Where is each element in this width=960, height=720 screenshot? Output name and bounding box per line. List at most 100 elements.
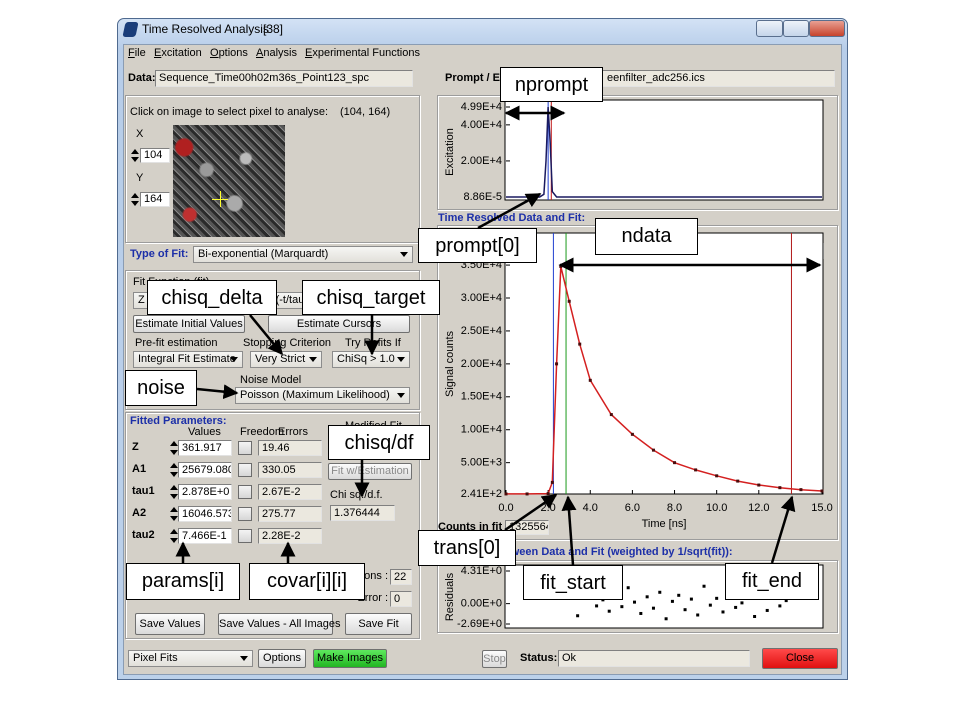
y-field[interactable]: 164 [140, 192, 170, 207]
param-error: 275.77 [258, 506, 322, 522]
data-point [673, 461, 677, 465]
y-tick-label: 4.00E+4 [461, 119, 502, 131]
residuals-group [437, 560, 838, 633]
y-tick-label: 2.50E+4 [461, 325, 502, 337]
annotation: fit_end [725, 563, 819, 600]
data-point [578, 342, 582, 346]
residual-point [626, 586, 630, 590]
param-spinner[interactable] [170, 440, 178, 456]
menu-item[interactable]: File [128, 47, 146, 59]
param-spinner[interactable] [170, 506, 178, 522]
data-label: Data: [128, 72, 156, 84]
residual-point [651, 606, 655, 610]
data-point [694, 468, 698, 472]
estimate-initial-button[interactable]: Estimate Initial Values [133, 315, 245, 333]
x-spinner[interactable] [131, 148, 139, 163]
y-tick-label: -2.69E+0 [457, 618, 502, 630]
mode-select[interactable]: Pixel Fits [128, 650, 253, 667]
x-tick-label: 4.0 [583, 502, 598, 514]
close-button[interactable]: Close [762, 648, 838, 669]
param-free-checkbox[interactable] [238, 485, 252, 499]
y-tick-label: 1.00E+4 [461, 424, 502, 436]
param-error: 2.28E-2 [258, 528, 322, 544]
param-spinner[interactable] [170, 528, 178, 544]
param-free-checkbox[interactable] [238, 529, 252, 543]
residual-point [670, 599, 674, 603]
param-value[interactable]: 25679.080 [178, 462, 232, 478]
y-tick-label: 5.00E+3 [461, 457, 502, 469]
stop-button[interactable]: Stop [482, 650, 507, 668]
param-value[interactable]: 7.466E-1 [178, 528, 232, 544]
make-images-button[interactable]: Make Images [313, 649, 387, 668]
data-point [778, 486, 782, 490]
annotation: ndata [595, 218, 698, 255]
y-axis-label: Excitation [444, 128, 456, 176]
save-fit-button[interactable]: Save Fit [345, 613, 412, 635]
data-point [757, 483, 761, 487]
window-number: [38] [263, 22, 284, 36]
param-spinner[interactable] [170, 462, 178, 478]
residual-point [765, 608, 769, 612]
x-label: X [136, 128, 144, 140]
window-title: Time Resolved Analysis [142, 22, 269, 36]
menu-item[interactable]: Experimental Functions [305, 47, 420, 59]
fit-type[interactable]: Bi-exponential (Marquardt) [193, 246, 413, 263]
prompt-file[interactable]: eenfilter_adc256.ics [530, 70, 835, 87]
fit-settings-group [125, 270, 420, 410]
param-name: A1 [132, 463, 147, 475]
image-group [125, 95, 420, 243]
stopping-select[interactable]: Very Strict [250, 351, 322, 368]
y-tick-label: 4.31E+0 [461, 565, 502, 577]
x-field[interactable]: 104 [140, 148, 170, 163]
param-value[interactable]: 2.878E+0 [178, 484, 232, 500]
param-value[interactable]: 16046.573 [178, 506, 232, 522]
data-point [715, 474, 719, 478]
arrow [196, 384, 239, 400]
y-tick-label: 2.00E+4 [461, 358, 502, 370]
y-tick-label: 4.99E+4 [461, 101, 502, 113]
pixel-image[interactable] [173, 125, 285, 237]
residual-point [734, 605, 738, 609]
residual-point [607, 609, 611, 613]
y-spinner[interactable] [131, 192, 139, 207]
param-free-checkbox[interactable] [238, 507, 252, 521]
arrow [477, 192, 542, 230]
menu-item[interactable]: Options [210, 47, 248, 59]
menu-item[interactable]: Analysis [256, 47, 297, 59]
param-spinner[interactable] [170, 484, 178, 500]
noise-select[interactable]: Poisson (Maximum Likelihood) [235, 387, 410, 404]
annotation: fit_start [523, 565, 623, 600]
prefit-label: Pre-fit estimation [135, 337, 218, 349]
arrow [504, 493, 558, 532]
save-values-button[interactable]: Save Values [135, 613, 205, 635]
y-tick-label: 2.00E+4 [461, 155, 502, 167]
param-value[interactable]: 361.917 [178, 440, 232, 456]
minimize-button[interactable] [756, 20, 783, 37]
annotation: trans[0] [418, 530, 516, 566]
maximize-button[interactable] [783, 20, 809, 37]
data-point [546, 492, 550, 496]
save-all-button[interactable]: Save Values - All Images [218, 613, 340, 635]
y-axis-label: Signal counts [444, 330, 456, 397]
param-free-checkbox[interactable] [238, 441, 252, 455]
data-point [550, 480, 554, 484]
x-tick-label: 6.0 [625, 502, 640, 514]
fit-estimation-button[interactable]: Fit w/Estimation [328, 463, 412, 480]
residual-point [784, 599, 788, 603]
param-free-checkbox[interactable] [238, 463, 252, 477]
crosshair-v [220, 191, 221, 207]
options-button[interactable]: Options [258, 649, 306, 668]
param-error: 330.05 [258, 462, 322, 478]
error-field: 0 [390, 591, 412, 607]
column-header: Freedom [240, 426, 285, 438]
status-label: Status: [520, 652, 558, 664]
menu-item[interactable]: Excitation [154, 47, 202, 59]
prefit-select[interactable]: Integral Fit Estimate [133, 351, 243, 368]
close-window-button[interactable] [809, 20, 845, 37]
iterations-field: 22 [390, 569, 412, 585]
data-point [630, 432, 634, 436]
residual-point [620, 605, 624, 609]
residual-point [740, 601, 744, 605]
estimate-cursors-button[interactable]: Estimate Cursors [268, 315, 410, 333]
data-file[interactable]: Sequence_Time00h02m36s_Point123_spc [155, 70, 413, 87]
